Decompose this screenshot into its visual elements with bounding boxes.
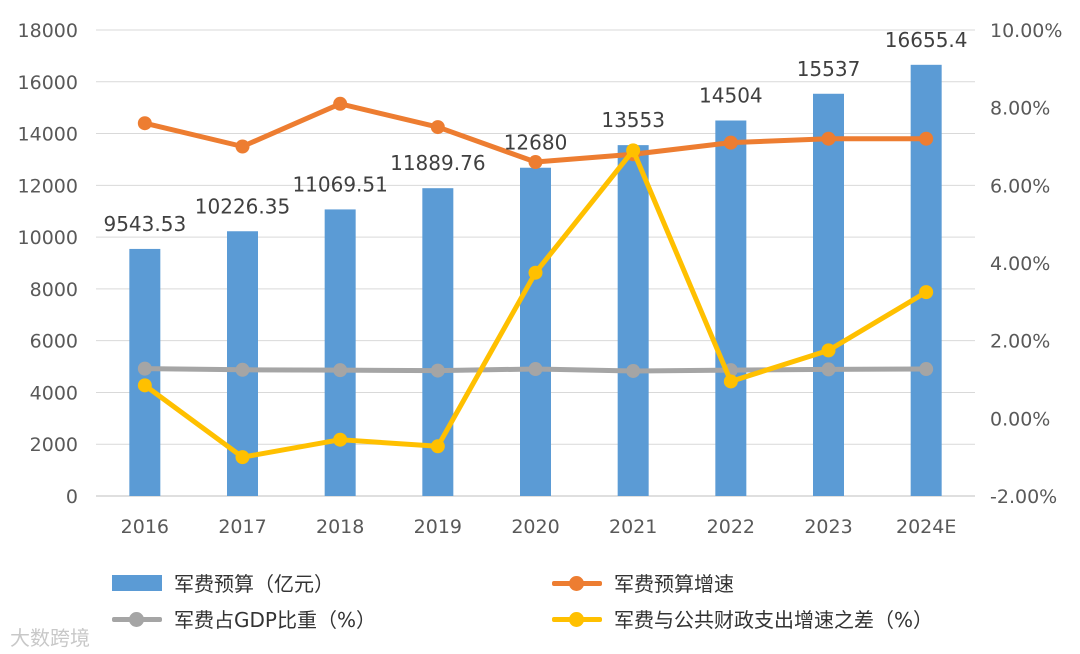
series-point — [430, 363, 445, 378]
series-point — [821, 362, 836, 377]
x-axis-tick-label: 2018 — [316, 516, 364, 538]
watermark-logo: 大数跨境 — [10, 622, 90, 651]
bar — [910, 64, 942, 496]
series-point — [137, 361, 152, 376]
legend-item-growth-difference: 军费与公共财政支出增速之差（%） — [552, 604, 933, 633]
y2-axis-tick-label: 2.00% — [990, 331, 1050, 353]
bar — [617, 145, 649, 497]
y-axis-tick-label: 0 — [66, 486, 78, 508]
bar-data-label: 13553 — [601, 108, 665, 132]
y2-axis-tick-label: 8.00% — [990, 98, 1050, 120]
x-axis-tick-label: 2024E — [896, 516, 956, 538]
bar — [520, 167, 551, 496]
legend-swatch-orange-line — [552, 575, 602, 591]
series-point — [430, 439, 445, 454]
legend-swatch-bar — [112, 574, 162, 591]
y-axis-tick-label: 12000 — [18, 175, 78, 197]
legend-label-budget-growth: 军费预算增速 — [614, 572, 734, 596]
y-axis-tick-label: 10000 — [18, 227, 78, 249]
series-point — [723, 135, 738, 150]
series-point — [137, 116, 152, 131]
series-point — [821, 343, 836, 358]
bar-data-label: 16655.4 — [885, 28, 968, 52]
bar — [324, 209, 356, 497]
legend-item-gdp-share: 军费占GDP比重（%） — [112, 604, 376, 633]
x-axis-tick-label: 2016 — [121, 516, 169, 538]
series-point — [919, 285, 934, 300]
series-point — [919, 131, 934, 146]
series-point — [528, 362, 543, 377]
watermark-text: 大数跨境 — [10, 626, 90, 650]
legend-item-military-budget: 军费预算（亿元） — [112, 568, 334, 597]
x-axis-tick-label: 2017 — [218, 516, 266, 538]
series-point — [528, 265, 543, 280]
y-axis-tick-label: 18000 — [18, 20, 78, 42]
bar — [715, 120, 747, 496]
bar-data-label: 9543.53 — [103, 212, 186, 236]
bar-data-label: 12680 — [504, 131, 568, 155]
legend-label-military-budget: 军费预算（亿元） — [174, 572, 334, 596]
x-axis-tick-label: 2023 — [804, 516, 852, 538]
x-axis-tick-label: 2022 — [707, 516, 755, 538]
series-point — [430, 120, 445, 135]
y-axis-tick-label: 14000 — [18, 124, 78, 146]
series-point — [626, 363, 641, 378]
y2-axis-tick-label: 4.00% — [990, 253, 1050, 275]
y-axis-tick-label: 2000 — [30, 434, 78, 456]
legend-label-gdp-share: 军费占GDP比重（%） — [174, 608, 376, 632]
series-point — [235, 450, 250, 465]
legend-swatch-yellow-line — [552, 611, 602, 627]
y2-axis-tick-label: -2.00% — [990, 486, 1057, 508]
legend-label-growth-difference: 军费与公共财政支出增速之差（%） — [614, 608, 934, 632]
y-axis-tick-label: 4000 — [30, 382, 78, 404]
bar-data-label: 15537 — [797, 57, 861, 81]
y2-axis-tick-label: 0.00% — [990, 408, 1050, 430]
series-point — [919, 362, 934, 377]
series-point — [333, 96, 348, 111]
series-point — [235, 139, 250, 154]
series-point — [235, 362, 250, 377]
bar-data-label: 11069.51 — [292, 172, 387, 196]
y-axis-tick-label: 6000 — [30, 331, 78, 353]
series-point — [333, 432, 348, 447]
y2-axis-tick-label: 10.00% — [990, 20, 1062, 42]
series-point — [723, 374, 738, 389]
series-point — [528, 155, 543, 170]
bar-data-label: 11889.76 — [390, 151, 485, 175]
y2-axis-tick-label: 6.00% — [990, 175, 1050, 197]
series-point — [821, 131, 836, 146]
legend-swatch-gray-line — [112, 611, 162, 627]
bar-data-label: 10226.35 — [195, 194, 290, 218]
series-point — [333, 363, 348, 378]
series-point — [626, 143, 641, 158]
x-axis-tick-label: 2021 — [609, 516, 657, 538]
x-axis-tick-label: 2019 — [414, 516, 462, 538]
x-axis-tick-label: 2020 — [511, 516, 559, 538]
series-point — [137, 378, 152, 393]
bar-data-label: 14504 — [699, 84, 763, 108]
legend-item-budget-growth: 军费预算增速 — [552, 568, 734, 597]
y-axis-tick-label: 16000 — [18, 72, 78, 94]
bar — [813, 93, 844, 496]
y-axis-tick-label: 8000 — [30, 279, 78, 301]
